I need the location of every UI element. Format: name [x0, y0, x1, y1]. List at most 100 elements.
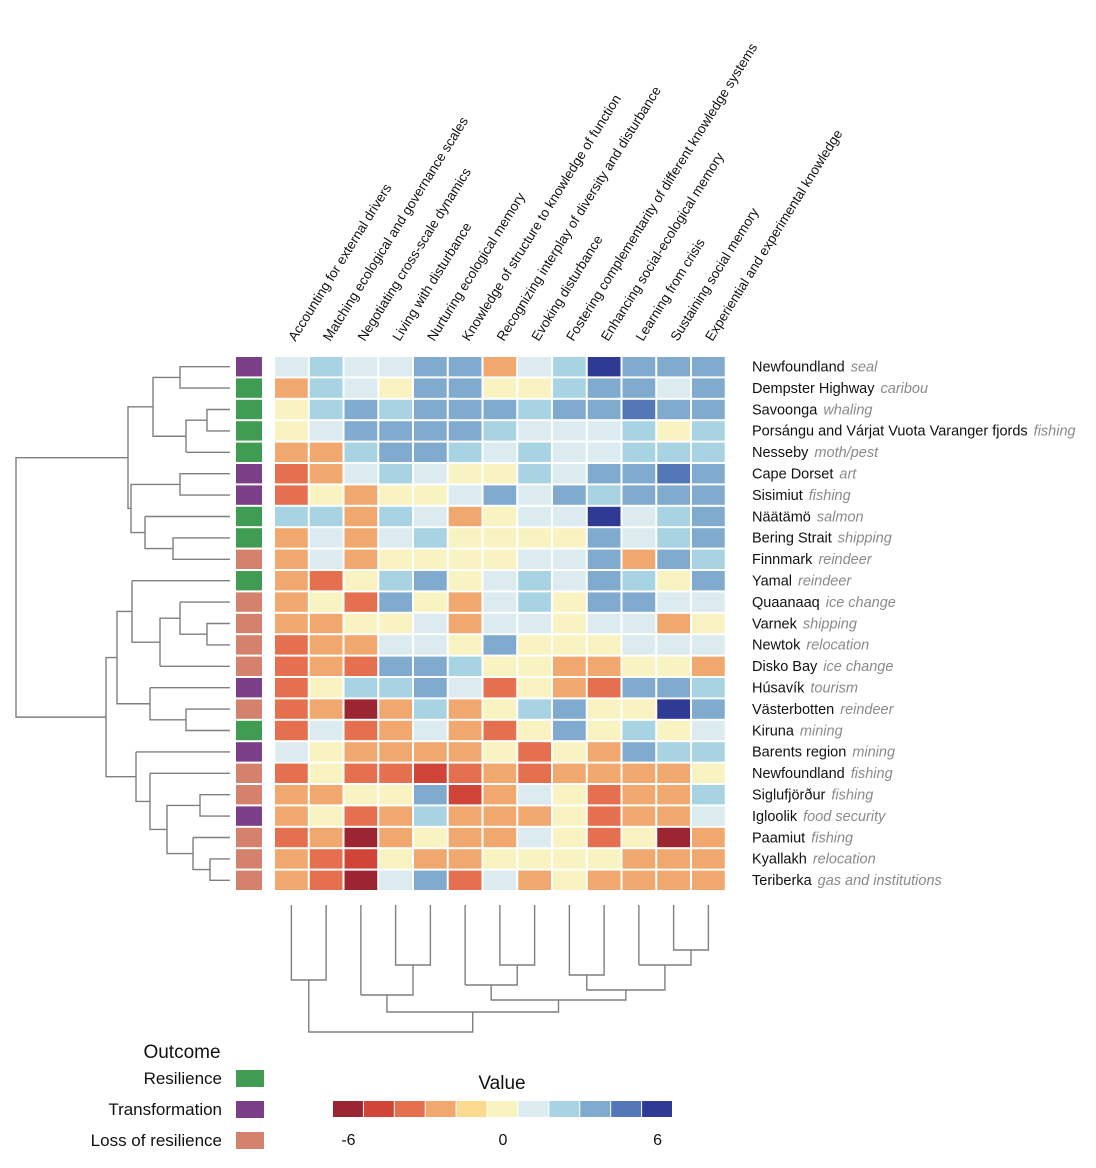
heatmap-cell: [622, 592, 656, 612]
heatmap-cell: [483, 571, 517, 591]
row-label-subject: shipping: [803, 616, 857, 632]
heatmap-cell: [553, 485, 586, 505]
heatmap-cell: [692, 870, 725, 890]
outcome-legend-swatch: [236, 1101, 264, 1118]
row-dendrogram-branch: [149, 773, 167, 831]
heatmap-cell: [692, 357, 725, 377]
heatmap-cell: [657, 763, 690, 783]
value-legend-swatch: [394, 1101, 425, 1117]
row-label-subject: salmon: [817, 509, 864, 525]
heatmap-cell: [587, 485, 621, 505]
heatmap-cell: [587, 506, 621, 527]
heatmap-cell: [379, 357, 412, 377]
row-dendrogram-branch: [127, 406, 153, 510]
heatmap-cell: [553, 742, 586, 762]
heatmap-cell: [657, 678, 690, 698]
heatmap-cell: [448, 399, 482, 420]
heatmap-cell: [692, 399, 725, 420]
heatmap-cell: [275, 485, 308, 505]
outcome-legend-label: Transformation: [108, 1100, 222, 1119]
heatmap-cell: [553, 442, 586, 462]
heatmap-cell: [448, 357, 482, 377]
heatmap-cell: [414, 464, 447, 484]
heatmap-cell: [309, 528, 343, 548]
heatmap-cell: [518, 806, 551, 826]
heatmap-cell: [414, 656, 447, 676]
heatmap-cell: [518, 699, 551, 719]
heatmap-cell: [414, 399, 447, 420]
heatmap-cell: [414, 528, 447, 548]
column-dendrogram-branch: [465, 965, 518, 986]
heatmap-cell: [692, 806, 725, 826]
row-label-subject: ice change: [823, 659, 893, 675]
column-dendrogram-branch: [308, 980, 474, 1033]
row-dendrogram-branch: [159, 617, 180, 667]
heatmap-cell: [657, 613, 690, 634]
row-dendrogram-branch: [130, 483, 180, 534]
row-label: Dempster Highway caribou: [752, 381, 928, 397]
row-dendrogram-branch: [185, 419, 207, 453]
heatmap-cell: [692, 742, 725, 762]
heatmap-cell: [309, 592, 343, 612]
row-dendrogram-branch: [206, 622, 230, 646]
heatmap-cell: [483, 656, 517, 676]
column-labels: Accounting for external driversMatching …: [285, 40, 845, 343]
heatmap-cell: [692, 464, 725, 484]
heatmap-cell: [414, 485, 447, 505]
heatmap-cell: [275, 442, 308, 462]
heatmap-cell: [692, 592, 725, 612]
heatmap-cell: [483, 464, 517, 484]
heatmap-cell: [414, 635, 447, 655]
heatmap-cell: [622, 399, 656, 420]
heatmap-cell: [275, 549, 308, 569]
heatmap-cell: [518, 613, 551, 634]
heatmap-cell: [622, 763, 656, 783]
row-label-subject: fishing: [831, 788, 873, 804]
heatmap-cell: [622, 827, 656, 848]
heatmap-cell: [518, 549, 551, 569]
heatmap-cell: [275, 506, 308, 527]
outcome-cell: [236, 571, 262, 591]
heatmap-cell: [448, 464, 482, 484]
outcome-legend-title: Outcome: [143, 1042, 220, 1063]
row-label-name: Porsángu and Várjat Vuota Varanger fjord…: [752, 424, 1028, 440]
heatmap-cell: [622, 635, 656, 655]
heatmap-cell: [379, 571, 412, 591]
heatmap-cell: [414, 549, 447, 569]
heatmap-cell: [309, 742, 343, 762]
heatmap-cell: [414, 421, 447, 441]
outcome-cell: [236, 656, 262, 676]
heatmap-cell: [553, 870, 586, 890]
heatmap-cell: [553, 613, 586, 634]
heatmap-cell: [344, 442, 378, 462]
heatmap-cell: [692, 549, 725, 569]
row-label-name: Siglufjörður: [752, 788, 826, 804]
row-label: Porsángu and Várjat Vuota Varanger fjord…: [752, 424, 1076, 440]
heatmap-cell: [518, 849, 551, 869]
heatmap-cell: [275, 870, 308, 890]
heatmap-cell: [414, 742, 447, 762]
outcome-cell: [236, 849, 262, 869]
heatmap-cell: [657, 742, 690, 762]
heatmap-cell: [483, 442, 517, 462]
heatmap-cell: [622, 742, 656, 762]
heatmap-cell: [344, 571, 378, 591]
heatmap-cell: [448, 592, 482, 612]
heatmap-cell: [657, 870, 690, 890]
heatmap-cell: [414, 678, 447, 698]
heatmap-cell: [518, 571, 551, 591]
heatmap-cell: [587, 763, 621, 783]
value-legend-tick: 6: [653, 1132, 662, 1149]
heatmap-cell: [483, 849, 517, 869]
heatmap-cell: [309, 785, 343, 805]
heatmap-cell: [518, 785, 551, 805]
row-label: Bering Strait shipping: [752, 531, 892, 547]
heatmap-cell: [448, 806, 482, 826]
heatmap-cell: [518, 506, 551, 527]
column-dendrogram-branch: [490, 985, 627, 1001]
heatmap-cell: [553, 849, 586, 869]
row-label: Västerbotten reindeer: [752, 702, 895, 718]
outcome-legend-swatch: [236, 1070, 264, 1087]
heatmap-cell: [553, 656, 586, 676]
